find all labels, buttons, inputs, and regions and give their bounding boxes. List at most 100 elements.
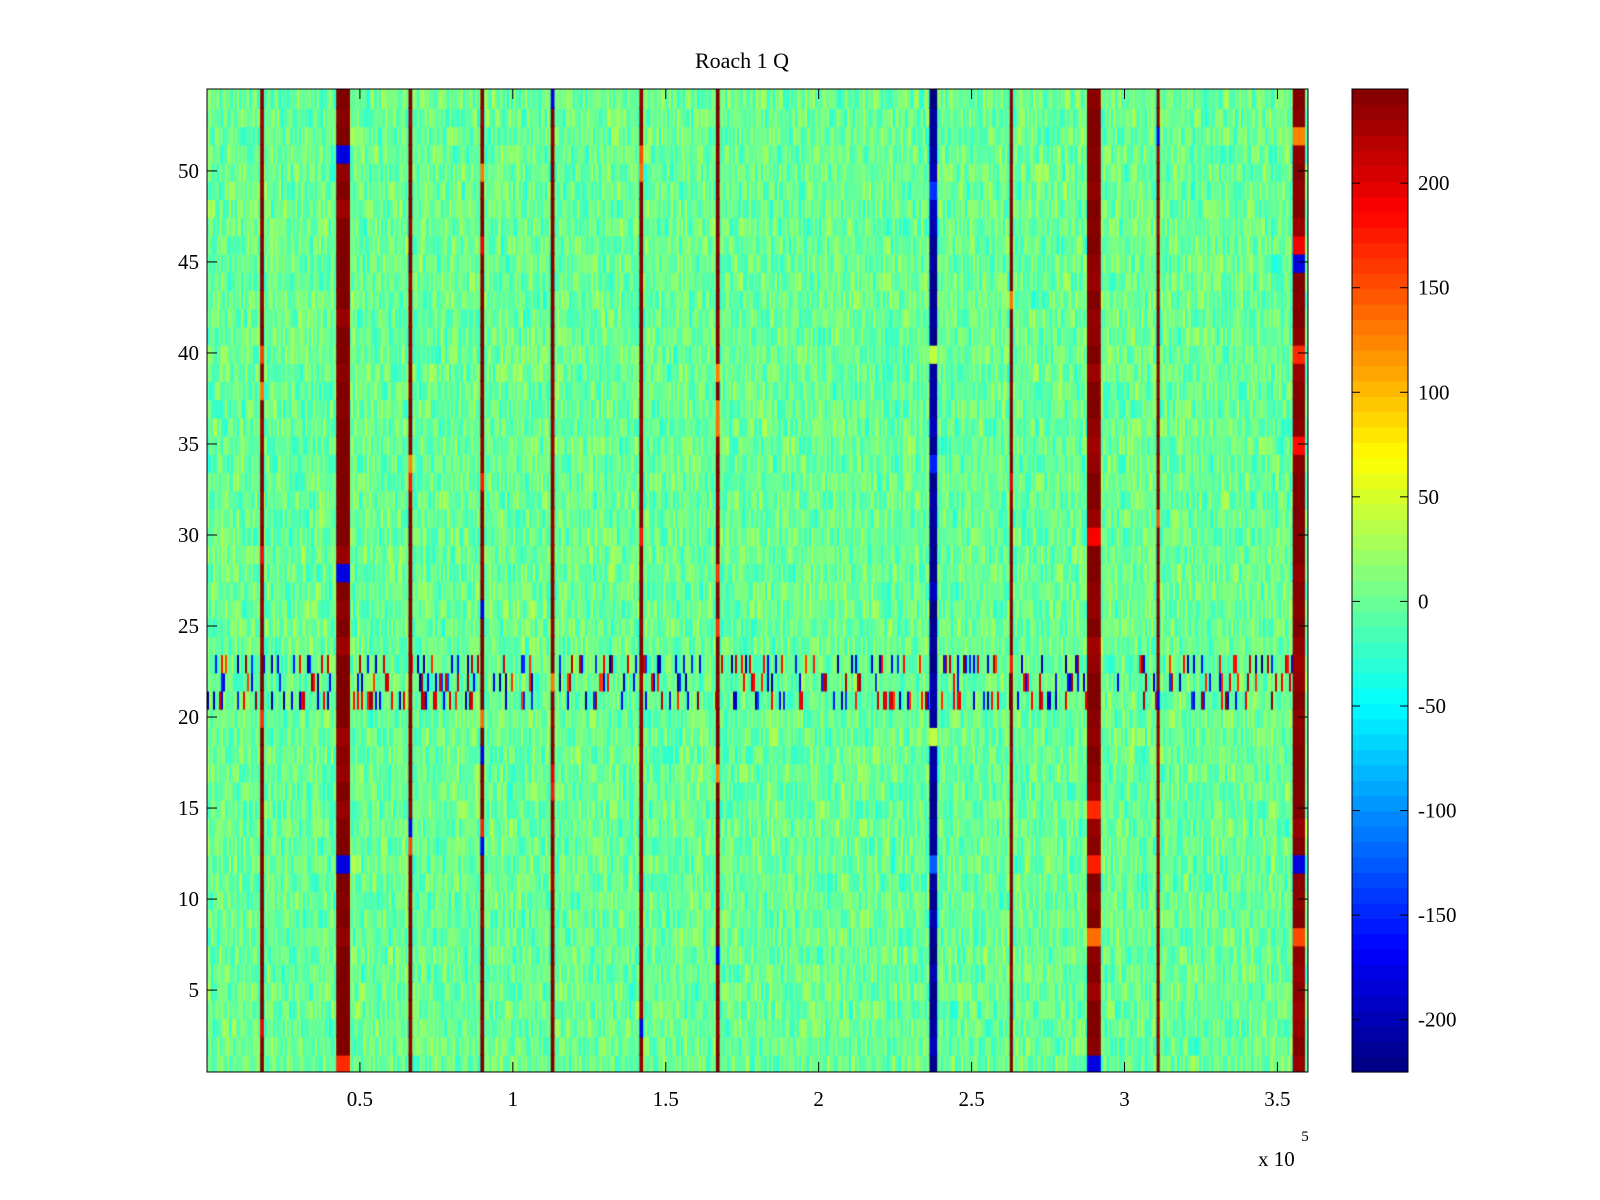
colorbar-band [1352,196,1408,213]
colorbar-frame [1351,88,1409,1073]
colorbar-band [1352,119,1408,136]
colorbar-band [1352,472,1408,489]
colorbar-band [1352,165,1408,182]
y-tick-label: 30 [178,523,199,547]
colorbar-band [1352,488,1408,505]
colorbar-band [1352,933,1408,950]
y-axis: 5 10 15 20 25 30 35 40 45 50 [178,159,1308,1002]
colorbar-band [1352,334,1408,351]
colorbar-band [1352,841,1408,858]
colorbar-band [1352,810,1408,827]
colorbar-band [1352,672,1408,689]
colorbar-band [1352,181,1408,198]
colorbar-tick-label: -150 [1418,903,1457,927]
colorbar-band [1352,273,1408,290]
colorbar-band [1352,626,1408,643]
x-tick-label: 2.5 [958,1087,984,1111]
colorbar-band [1352,856,1408,873]
colorbar-band [1352,826,1408,843]
colorbar-band [1352,595,1408,612]
colorbar-band [1352,780,1408,797]
y-tick-label: 45 [178,250,199,274]
colorbar-band [1352,304,1408,320]
x-axis-multiplier-exponent: 5 [1301,1129,1309,1145]
x-axis-multiplier: x 10 [1258,1147,1295,1171]
colorbar-band [1352,580,1408,597]
y-tick-label: 40 [178,341,199,365]
colorbar-band [1352,319,1408,336]
colorbar-band [1352,396,1408,413]
colorbar-tick-label: 100 [1418,380,1450,404]
colorbar-band [1352,380,1408,397]
chart-title: Roach 1 Q [695,48,789,73]
colorbar-band [1352,426,1408,443]
colorbar-tick-label: -200 [1418,1008,1457,1032]
y-tick-label: 50 [178,159,199,183]
colorbar-band [1352,350,1408,367]
colorbar-band [1352,1010,1408,1027]
colorbar-band [1352,135,1408,152]
colorbar-axis: 200 150 100 50 0 -50 -100 -150 -200 [1352,171,1457,1032]
colorbar-band [1352,657,1408,674]
colorbar-band [1352,534,1408,551]
x-tick-label: 0.5 [347,1087,373,1111]
colorbar-band [1352,211,1408,228]
colorbar-band [1352,457,1408,474]
plot-frame [206,88,1309,1073]
x-tick-label: 1 [508,1087,519,1111]
colorbar-band [1352,703,1408,720]
colorbar-band [1352,242,1408,259]
colorbar-band [1352,1056,1408,1073]
y-tick-label: 15 [178,796,199,820]
colorbar-band [1352,764,1408,781]
colorbar-band [1352,795,1408,812]
colorbar-band [1352,918,1408,935]
colorbar-band [1352,641,1408,658]
colorbar-bands [1352,89,1408,1073]
y-tick-label: 35 [178,432,199,456]
y-tick-label: 20 [178,705,199,729]
y-tick-label: 25 [178,614,199,638]
colorbar-band [1352,903,1408,920]
colorbar-tick-label: -50 [1418,694,1446,718]
colorbar-tick-label: 0 [1418,589,1429,613]
heatmap-cells [207,89,1308,1072]
colorbar-tick-label: 150 [1418,276,1450,300]
x-tick-label: 2 [813,1087,824,1111]
x-tick-label: 1.5 [653,1087,679,1111]
colorbar-band [1352,1025,1408,1042]
colorbar-band [1352,964,1408,981]
x-tick-label: 3 [1119,1087,1130,1111]
colorbar-band [1352,519,1408,536]
colorbar-tick-label: 200 [1418,171,1450,195]
y-tick-label: 10 [178,887,199,911]
colorbar-band [1352,887,1408,904]
y-tick-label: 5 [189,978,200,1002]
colorbar-band [1352,995,1408,1012]
colorbar-band [1352,365,1408,382]
colorbar-band [1352,949,1408,966]
colorbar-band [1352,89,1408,105]
colorbar-tick-label: 50 [1418,485,1439,509]
colorbar-band [1352,257,1408,274]
colorbar-tick-label: -100 [1418,799,1457,823]
colorbar-band [1352,872,1408,889]
colorbar-band [1352,611,1408,628]
colorbar-band [1352,688,1408,704]
colorbar-band [1352,442,1408,459]
colorbar-band [1352,104,1408,121]
colorbar-band [1352,411,1408,428]
colorbar-band [1352,979,1408,996]
colorbar-band [1352,549,1408,566]
x-tick-label: 3.5 [1264,1087,1290,1111]
colorbar-band [1352,565,1408,582]
colorbar-band [1352,227,1408,244]
colorbar-band [1352,734,1408,751]
colorbar-band [1352,718,1408,735]
colorbar-band [1352,288,1408,305]
heatmap-image [207,89,1308,1072]
colorbar-band [1352,503,1408,520]
x-axis: 0.5 1 1.5 2 2.5 3 3.5 [347,89,1291,1111]
colorbar-band [1352,1041,1408,1058]
